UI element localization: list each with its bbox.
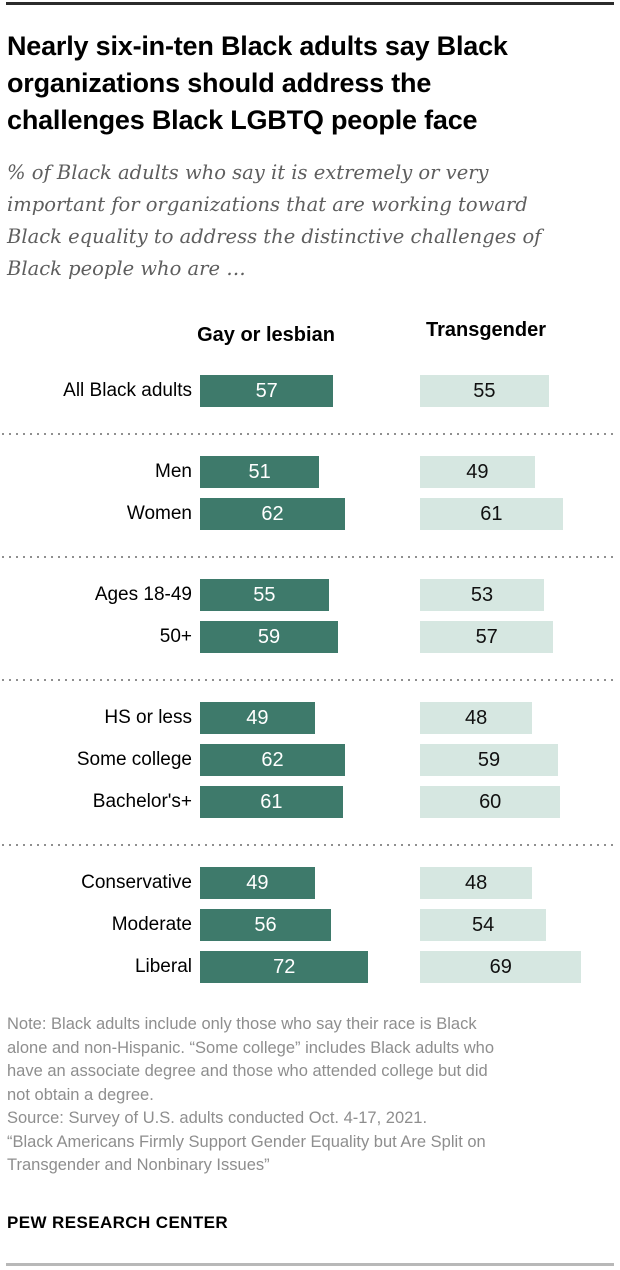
chart-row: Ages 18-49 55 53 bbox=[0, 579, 620, 611]
bar-gay-or-lesbian: 51 bbox=[200, 456, 320, 488]
bar-value-gay-or-lesbian: 57 bbox=[255, 379, 278, 402]
group-separator bbox=[2, 433, 618, 435]
bar-transgender: 55 bbox=[420, 375, 549, 407]
bar-gay-or-lesbian: 62 bbox=[200, 498, 346, 530]
bar-value-transgender: 60 bbox=[479, 790, 502, 813]
row-bars: 51 49 bbox=[200, 456, 620, 488]
bar-gay-or-lesbian: 62 bbox=[200, 744, 346, 776]
chart-row: 50+ 59 57 bbox=[0, 621, 620, 653]
row-label: 50+ bbox=[159, 626, 192, 647]
column-headers: Gay or lesbian Transgender bbox=[197, 319, 620, 347]
bar-value-transgender: 55 bbox=[473, 379, 496, 402]
row-label: Conservative bbox=[81, 872, 192, 893]
footer-brand: PEW RESEARCH CENTER bbox=[7, 1213, 229, 1232]
chart-row: Women 62 61 bbox=[0, 498, 620, 530]
bar-chart: Gay or lesbian Transgender All Black adu… bbox=[0, 319, 620, 983]
bar-value-transgender: 54 bbox=[472, 913, 495, 936]
row-label: Ages 18-49 bbox=[94, 584, 192, 605]
group-separator bbox=[2, 844, 618, 846]
bar-value-gay-or-lesbian: 49 bbox=[246, 706, 269, 729]
group-separator bbox=[2, 679, 618, 681]
chart-row: Some college 62 59 bbox=[0, 744, 620, 776]
row-bars: 59 57 bbox=[200, 621, 620, 653]
row-bars: 56 54 bbox=[200, 909, 620, 941]
row-label: Liberal bbox=[134, 956, 192, 977]
row-label: Bachelor's+ bbox=[92, 791, 192, 812]
bar-value-gay-or-lesbian: 72 bbox=[273, 955, 296, 978]
bar-gay-or-lesbian: 55 bbox=[200, 579, 329, 611]
bar-value-gay-or-lesbian: 51 bbox=[248, 460, 271, 483]
source-text: Source: Survey of U.S. adults conducted … bbox=[7, 1109, 428, 1127]
row-label: Moderate bbox=[111, 914, 192, 935]
bar-value-transgender: 48 bbox=[465, 706, 488, 729]
column-header-gay-or-lesbian: Gay or lesbian bbox=[197, 324, 335, 346]
bar-transgender: 54 bbox=[420, 909, 547, 941]
bar-value-transgender: 59 bbox=[477, 748, 501, 771]
bar-transgender: 60 bbox=[420, 786, 561, 818]
bar-value-transgender: 57 bbox=[475, 625, 498, 648]
bar-value-gay-or-lesbian: 59 bbox=[257, 625, 281, 648]
row-bars: 55 53 bbox=[200, 579, 620, 611]
note-text: Note: Black adults include only those wh… bbox=[7, 1015, 495, 1104]
bottom-rule bbox=[6, 1263, 614, 1266]
top-rule bbox=[6, 2, 614, 5]
bar-transgender: 48 bbox=[420, 867, 533, 899]
row-bars: 49 48 bbox=[200, 702, 620, 734]
bar-gay-or-lesbian: 49 bbox=[200, 702, 315, 734]
bar-transgender: 57 bbox=[420, 621, 554, 653]
row-bars: 62 61 bbox=[200, 498, 620, 530]
chart-row: Men 51 49 bbox=[0, 456, 620, 488]
bar-gay-or-lesbian: 61 bbox=[200, 786, 343, 818]
bar-value-transgender: 53 bbox=[470, 583, 494, 606]
row-label: Women bbox=[126, 503, 192, 524]
bar-transgender: 59 bbox=[420, 744, 559, 776]
bar-value-gay-or-lesbian: 49 bbox=[246, 871, 269, 894]
row-bars: 61 60 bbox=[200, 786, 620, 818]
chart-groups: All Black adults 57 55 Men 51 49 Women 6… bbox=[0, 375, 620, 983]
group-separator bbox=[2, 556, 618, 558]
chart-row: HS or less 49 48 bbox=[0, 702, 620, 734]
row-label: HS or less bbox=[104, 707, 192, 728]
bar-value-gay-or-lesbian: 56 bbox=[254, 913, 277, 936]
bar-gay-or-lesbian: 56 bbox=[200, 909, 332, 941]
bar-transgender: 48 bbox=[420, 702, 533, 734]
chart-row: Conservative 49 48 bbox=[0, 867, 620, 899]
bar-value-gay-or-lesbian: 55 bbox=[253, 583, 276, 606]
report-title-text: “Black Americans Firmly Support Gender E… bbox=[7, 1132, 486, 1175]
bar-value-gay-or-lesbian: 61 bbox=[260, 790, 283, 813]
bar-gay-or-lesbian: 59 bbox=[200, 621, 339, 653]
page-subtitle: % of Black adults who say it is extremel… bbox=[7, 161, 542, 280]
bar-value-transgender: 69 bbox=[489, 955, 512, 978]
bar-transgender: 61 bbox=[420, 498, 563, 530]
bar-value-gay-or-lesbian: 62 bbox=[261, 502, 284, 525]
bar-gay-or-lesbian: 49 bbox=[200, 867, 315, 899]
row-label: Some college bbox=[76, 749, 192, 770]
row-label: Men bbox=[155, 461, 192, 482]
bar-value-transgender: 49 bbox=[466, 460, 489, 483]
chart-row: All Black adults 57 55 bbox=[0, 375, 620, 407]
bar-value-transgender: 61 bbox=[480, 502, 503, 525]
chart-row: Liberal 72 69 bbox=[0, 951, 620, 983]
bar-gay-or-lesbian: 57 bbox=[200, 375, 334, 407]
column-header-transgender: Transgender bbox=[425, 319, 547, 341]
page-title: Nearly six-in-ten Black adults say Black… bbox=[7, 31, 508, 135]
row-bars: 62 59 bbox=[200, 744, 620, 776]
row-bars: 72 69 bbox=[200, 951, 620, 983]
row-bars: 49 48 bbox=[200, 867, 620, 899]
bar-value-gay-or-lesbian: 62 bbox=[261, 748, 284, 771]
bar-gay-or-lesbian: 72 bbox=[200, 951, 369, 983]
row-label: All Black adults bbox=[63, 380, 192, 401]
bar-value-transgender: 48 bbox=[465, 871, 488, 894]
bar-transgender: 69 bbox=[420, 951, 582, 983]
row-bars: 57 55 bbox=[200, 375, 620, 407]
chart-row: Bachelor's+ 61 60 bbox=[0, 786, 620, 818]
bar-transgender: 53 bbox=[420, 579, 545, 611]
bar-transgender: 49 bbox=[420, 456, 535, 488]
chart-row: Moderate 56 54 bbox=[0, 909, 620, 941]
